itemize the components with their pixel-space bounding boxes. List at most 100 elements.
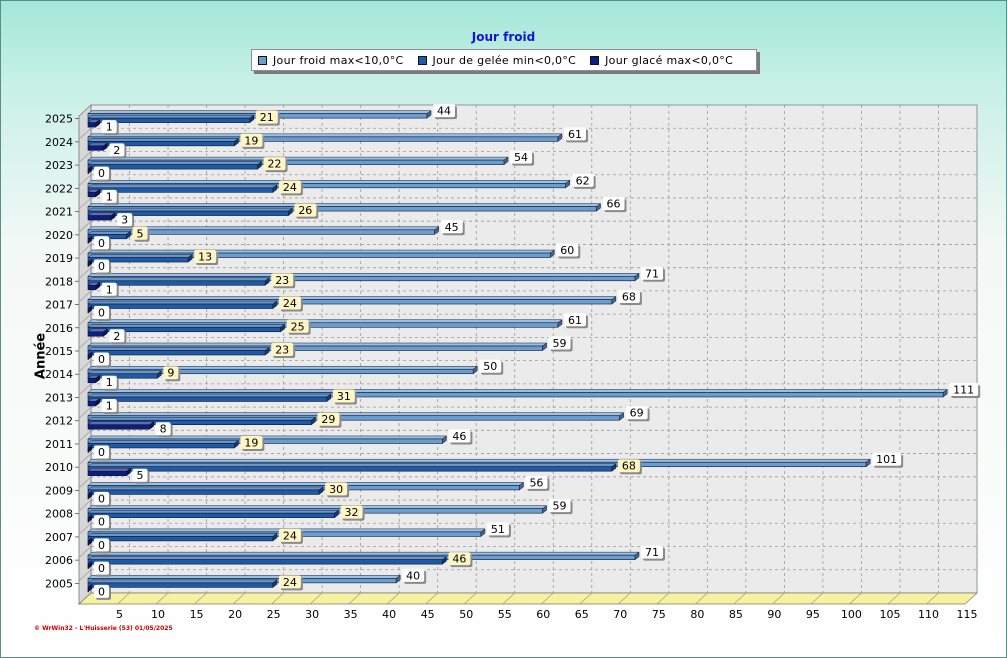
legend-item-glace: Jour glacé max<0,0°C bbox=[590, 54, 733, 67]
data-label-series-2-2013: 1 bbox=[101, 398, 119, 414]
gridline-side bbox=[78, 453, 92, 465]
bar-series-2-2014 bbox=[87, 374, 101, 384]
bar-end-face bbox=[611, 463, 617, 472]
data-label-box bbox=[109, 329, 125, 343]
bar-top-face bbox=[87, 342, 548, 347]
bar-series-0-2011 bbox=[87, 435, 448, 444]
x-tick-label: 90 bbox=[767, 608, 781, 621]
data-label-box bbox=[448, 429, 471, 443]
data-label-series-2-2016: 2 bbox=[109, 329, 127, 345]
data-label-box bbox=[271, 343, 294, 356]
data-label-box bbox=[641, 266, 664, 280]
bar-end-face bbox=[87, 258, 93, 268]
bar-series-2-2018 bbox=[87, 281, 101, 291]
x-tick-label: 100 bbox=[841, 608, 862, 621]
data-label-text: 24 bbox=[283, 297, 297, 310]
bar-end-face bbox=[87, 235, 93, 244]
bar-front-face bbox=[87, 215, 112, 221]
y-tick-label: 2019 bbox=[45, 252, 73, 265]
bar-top-face bbox=[87, 435, 448, 440]
bar-series-0-2018 bbox=[87, 272, 640, 282]
data-label-text: 59 bbox=[553, 337, 567, 350]
data-label-box bbox=[641, 545, 664, 559]
bar-end-face bbox=[249, 114, 255, 124]
legend-label-glace: Jour glacé max<0,0°C bbox=[605, 53, 734, 67]
data-label-box bbox=[949, 382, 979, 396]
bar-end-face bbox=[550, 249, 555, 259]
bar-top-face bbox=[87, 389, 948, 393]
data-label-text: 111 bbox=[953, 383, 974, 396]
data-label-box bbox=[101, 282, 117, 296]
data-label-text: 56 bbox=[529, 476, 543, 489]
bar-series-2-2010 bbox=[87, 467, 132, 477]
data-label-text: 0 bbox=[98, 585, 105, 598]
bar-end-face bbox=[634, 551, 640, 561]
gridline-floor bbox=[386, 592, 400, 605]
data-label-text: 0 bbox=[98, 260, 105, 273]
bar-series-2-2009 bbox=[87, 490, 93, 500]
data-label-series-2-2009: 0 bbox=[94, 491, 111, 507]
bar-series-0-2014 bbox=[87, 365, 478, 375]
gridline-floor bbox=[309, 592, 323, 605]
x-tick-label: 40 bbox=[382, 608, 396, 621]
legend-item-froid: Jour froid max<10,0°C bbox=[258, 54, 404, 67]
x-tick-label: 55 bbox=[498, 608, 512, 621]
bar-series-1-2010 bbox=[87, 463, 617, 472]
bar-top-face bbox=[87, 421, 155, 425]
data-label-text: 71 bbox=[645, 267, 659, 280]
data-label-text: 60 bbox=[560, 244, 574, 257]
bar-end-face bbox=[157, 370, 162, 379]
bar-series-2-2024 bbox=[87, 142, 109, 151]
bar-series-1-2023 bbox=[87, 161, 263, 170]
data-label-series-1-2020: 5 bbox=[132, 226, 150, 242]
gridline-side bbox=[78, 406, 92, 419]
gridline-side bbox=[78, 523, 92, 535]
data-label-text: 24 bbox=[283, 529, 297, 542]
bar-series-2-2008 bbox=[87, 514, 93, 523]
bar-front-face bbox=[87, 512, 335, 518]
bar-series-1-2016 bbox=[87, 323, 286, 333]
data-label-series-1-2008: 32 bbox=[340, 505, 365, 521]
bar-end-face bbox=[234, 439, 239, 449]
data-label-text: 19 bbox=[244, 436, 258, 449]
bar-end-face bbox=[611, 296, 617, 305]
bar-top-face bbox=[87, 370, 163, 374]
data-label-text: 54 bbox=[514, 151, 528, 164]
y-tick-label: 2023 bbox=[45, 159, 73, 172]
bar-series-1-2024 bbox=[87, 137, 240, 147]
y-tick-label: 2014 bbox=[45, 368, 73, 381]
legend: Jour froid max<10,0°C Jour de gelée min<… bbox=[251, 49, 757, 71]
data-label-series-2-2015: 0 bbox=[94, 352, 111, 368]
x-tick-label: 45 bbox=[421, 608, 435, 621]
data-label-series-1-2014: 9 bbox=[163, 366, 181, 382]
data-label-box bbox=[486, 522, 509, 536]
data-label-text: 46 bbox=[452, 553, 466, 566]
bar-end-face bbox=[596, 203, 601, 212]
x-tick-label: 15 bbox=[190, 608, 204, 621]
bar-front-face bbox=[87, 192, 97, 198]
bar-end-face bbox=[187, 254, 193, 263]
bar-series-1-2022 bbox=[87, 184, 278, 193]
data-label-box bbox=[317, 412, 340, 426]
data-label-series-2-2005: 0 bbox=[94, 584, 111, 600]
data-label-box bbox=[510, 150, 533, 164]
x-tick-label: 115 bbox=[957, 608, 978, 621]
bar-end-face bbox=[326, 393, 332, 402]
y-axis-label: Année bbox=[33, 332, 49, 380]
data-label-box bbox=[563, 313, 586, 327]
bar-top-face bbox=[87, 347, 270, 351]
bar-series-0-2015 bbox=[87, 342, 548, 351]
bar-top-face bbox=[87, 458, 871, 463]
bar-front-face bbox=[87, 559, 443, 565]
data-label-text: 1 bbox=[106, 190, 113, 203]
data-label-series-2-2018: 1 bbox=[101, 282, 119, 298]
data-label-series-1-2024: 19 bbox=[240, 133, 265, 149]
bar-end-face bbox=[272, 300, 278, 310]
bar-end-face bbox=[264, 277, 270, 286]
data-label-series-1-2019: 13 bbox=[194, 250, 219, 266]
data-label-text: 22 bbox=[267, 158, 281, 171]
data-label-series-2-2017: 0 bbox=[94, 306, 111, 322]
bar-top-face bbox=[87, 203, 602, 207]
data-label-text: 0 bbox=[98, 237, 105, 250]
data-label-series-2-2022: 1 bbox=[101, 189, 119, 205]
